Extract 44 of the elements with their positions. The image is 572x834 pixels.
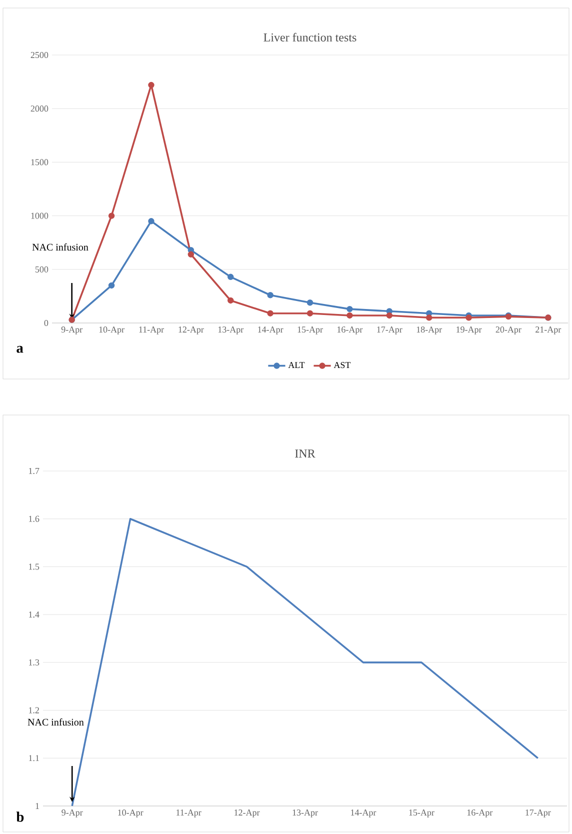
x-tick-label: 15-Apr [298,326,323,334]
x-tick-label: 17-Apr [377,326,402,334]
x-tick-label: 18-Apr [416,326,442,334]
y-tick-label: 1.6 [29,516,40,522]
y-tick-label: 1.5 [29,564,40,570]
x-tick-label: 13-Apr [218,326,244,334]
x-tick-label: 9-Apr [62,810,83,818]
legend-label: ALT [288,362,305,368]
x-tick-label: 16-Apr [337,326,363,334]
y-tick-label: 2500 [30,52,48,58]
x-tick-label: 14-Apr [351,810,376,818]
x-tick-label: 16-Apr [467,810,493,818]
y-tick-label: 1.1 [29,755,39,762]
y-tick-label: 0 [44,320,48,326]
x-tick-label: 9-Apr [61,326,83,334]
x-tick-label: 15-Apr [409,810,434,818]
y-tick-label: 1.4 [29,612,40,618]
x-tick-label: 17-Apr [526,810,551,818]
x-tick-label: 12-Apr [178,326,204,334]
y-tick-label: 1500 [31,159,48,166]
text: b [16,812,24,822]
chart-title: INR [295,450,316,458]
y-tick-label: 1.2 [29,707,39,714]
x-tick-label: 13-Apr [292,810,318,818]
y-tick-label: 1.3 [29,659,40,666]
x-tick-label: 20-Apr [496,326,522,334]
y-tick-label: 1 [36,803,39,809]
x-tick-label: 19-Apr [456,326,482,334]
x-tick-label: 11-Apr [139,326,164,334]
x-tick-label: 10-Apr [99,326,124,334]
y-tick-label: 1000 [31,212,48,219]
annotation: NAC infusion [32,243,88,251]
x-tick-label: 21-Apr [536,326,562,334]
y-tick-label: 500 [35,266,48,272]
chart-title: Liver function tests [264,32,356,42]
annotation: NAC infusion [28,718,84,726]
x-tick-label: 14-Apr [258,326,284,334]
legend-label: AST [334,362,351,368]
x-tick-label: 10-Apr [118,810,144,818]
text: a [16,346,24,353]
x-tick-label: 12-Apr [234,810,260,818]
x-tick-label: 11-Apr [176,810,202,818]
y-tick-label: 2000 [30,106,48,112]
y-tick-label: 1.7 [29,468,40,474]
